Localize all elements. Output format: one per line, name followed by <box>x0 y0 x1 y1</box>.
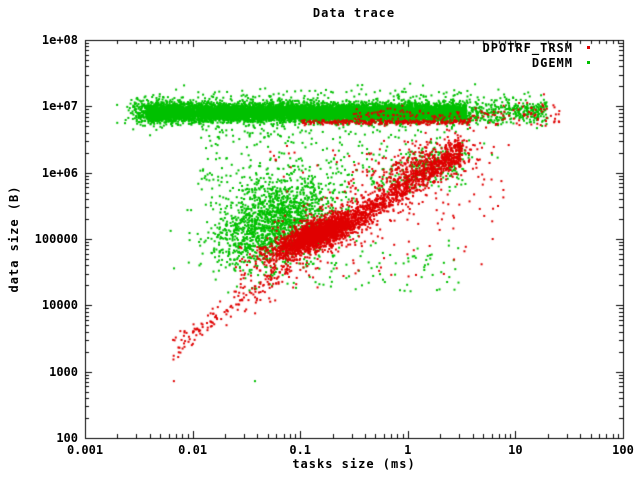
x-tick-label: 0.001 <box>66 443 104 457</box>
x-tick-label: 0.01 <box>178 443 208 457</box>
legend-label-dgemm: DGEMM <box>531 55 573 70</box>
legend-item-dgemm: DGEMM <box>483 55 590 70</box>
x-axis-label: tasks size (ms) <box>292 457 416 471</box>
y-tick-label: 1e+08 <box>41 33 78 47</box>
x-tick-label: 100 <box>612 443 634 457</box>
legend: DPOTRF_TRSM DGEMM <box>483 40 590 70</box>
legend-marker-dgemm-icon <box>587 61 590 64</box>
legend-marker-dpotrf-trsm-icon <box>587 46 590 49</box>
y-tick-label: 1000 <box>49 364 78 379</box>
y-tick-label: 1e+06 <box>41 165 78 180</box>
x-tick-label: 0.1 <box>289 443 312 457</box>
y-tick-label: 1e+07 <box>41 99 78 114</box>
legend-label-dpotrf-trsm: DPOTRF_TRSM <box>482 40 573 55</box>
y-tick-label: 100000 <box>34 232 78 246</box>
x-tick-label: 1 <box>404 443 412 457</box>
y-tick-label: 100 <box>56 431 78 445</box>
x-tick-label: 10 <box>508 443 523 457</box>
legend-item-dpotrf-trsm: DPOTRF_TRSM <box>483 40 590 55</box>
y-tick-label: 10000 <box>41 298 78 313</box>
chart-title: Data trace <box>312 6 396 20</box>
